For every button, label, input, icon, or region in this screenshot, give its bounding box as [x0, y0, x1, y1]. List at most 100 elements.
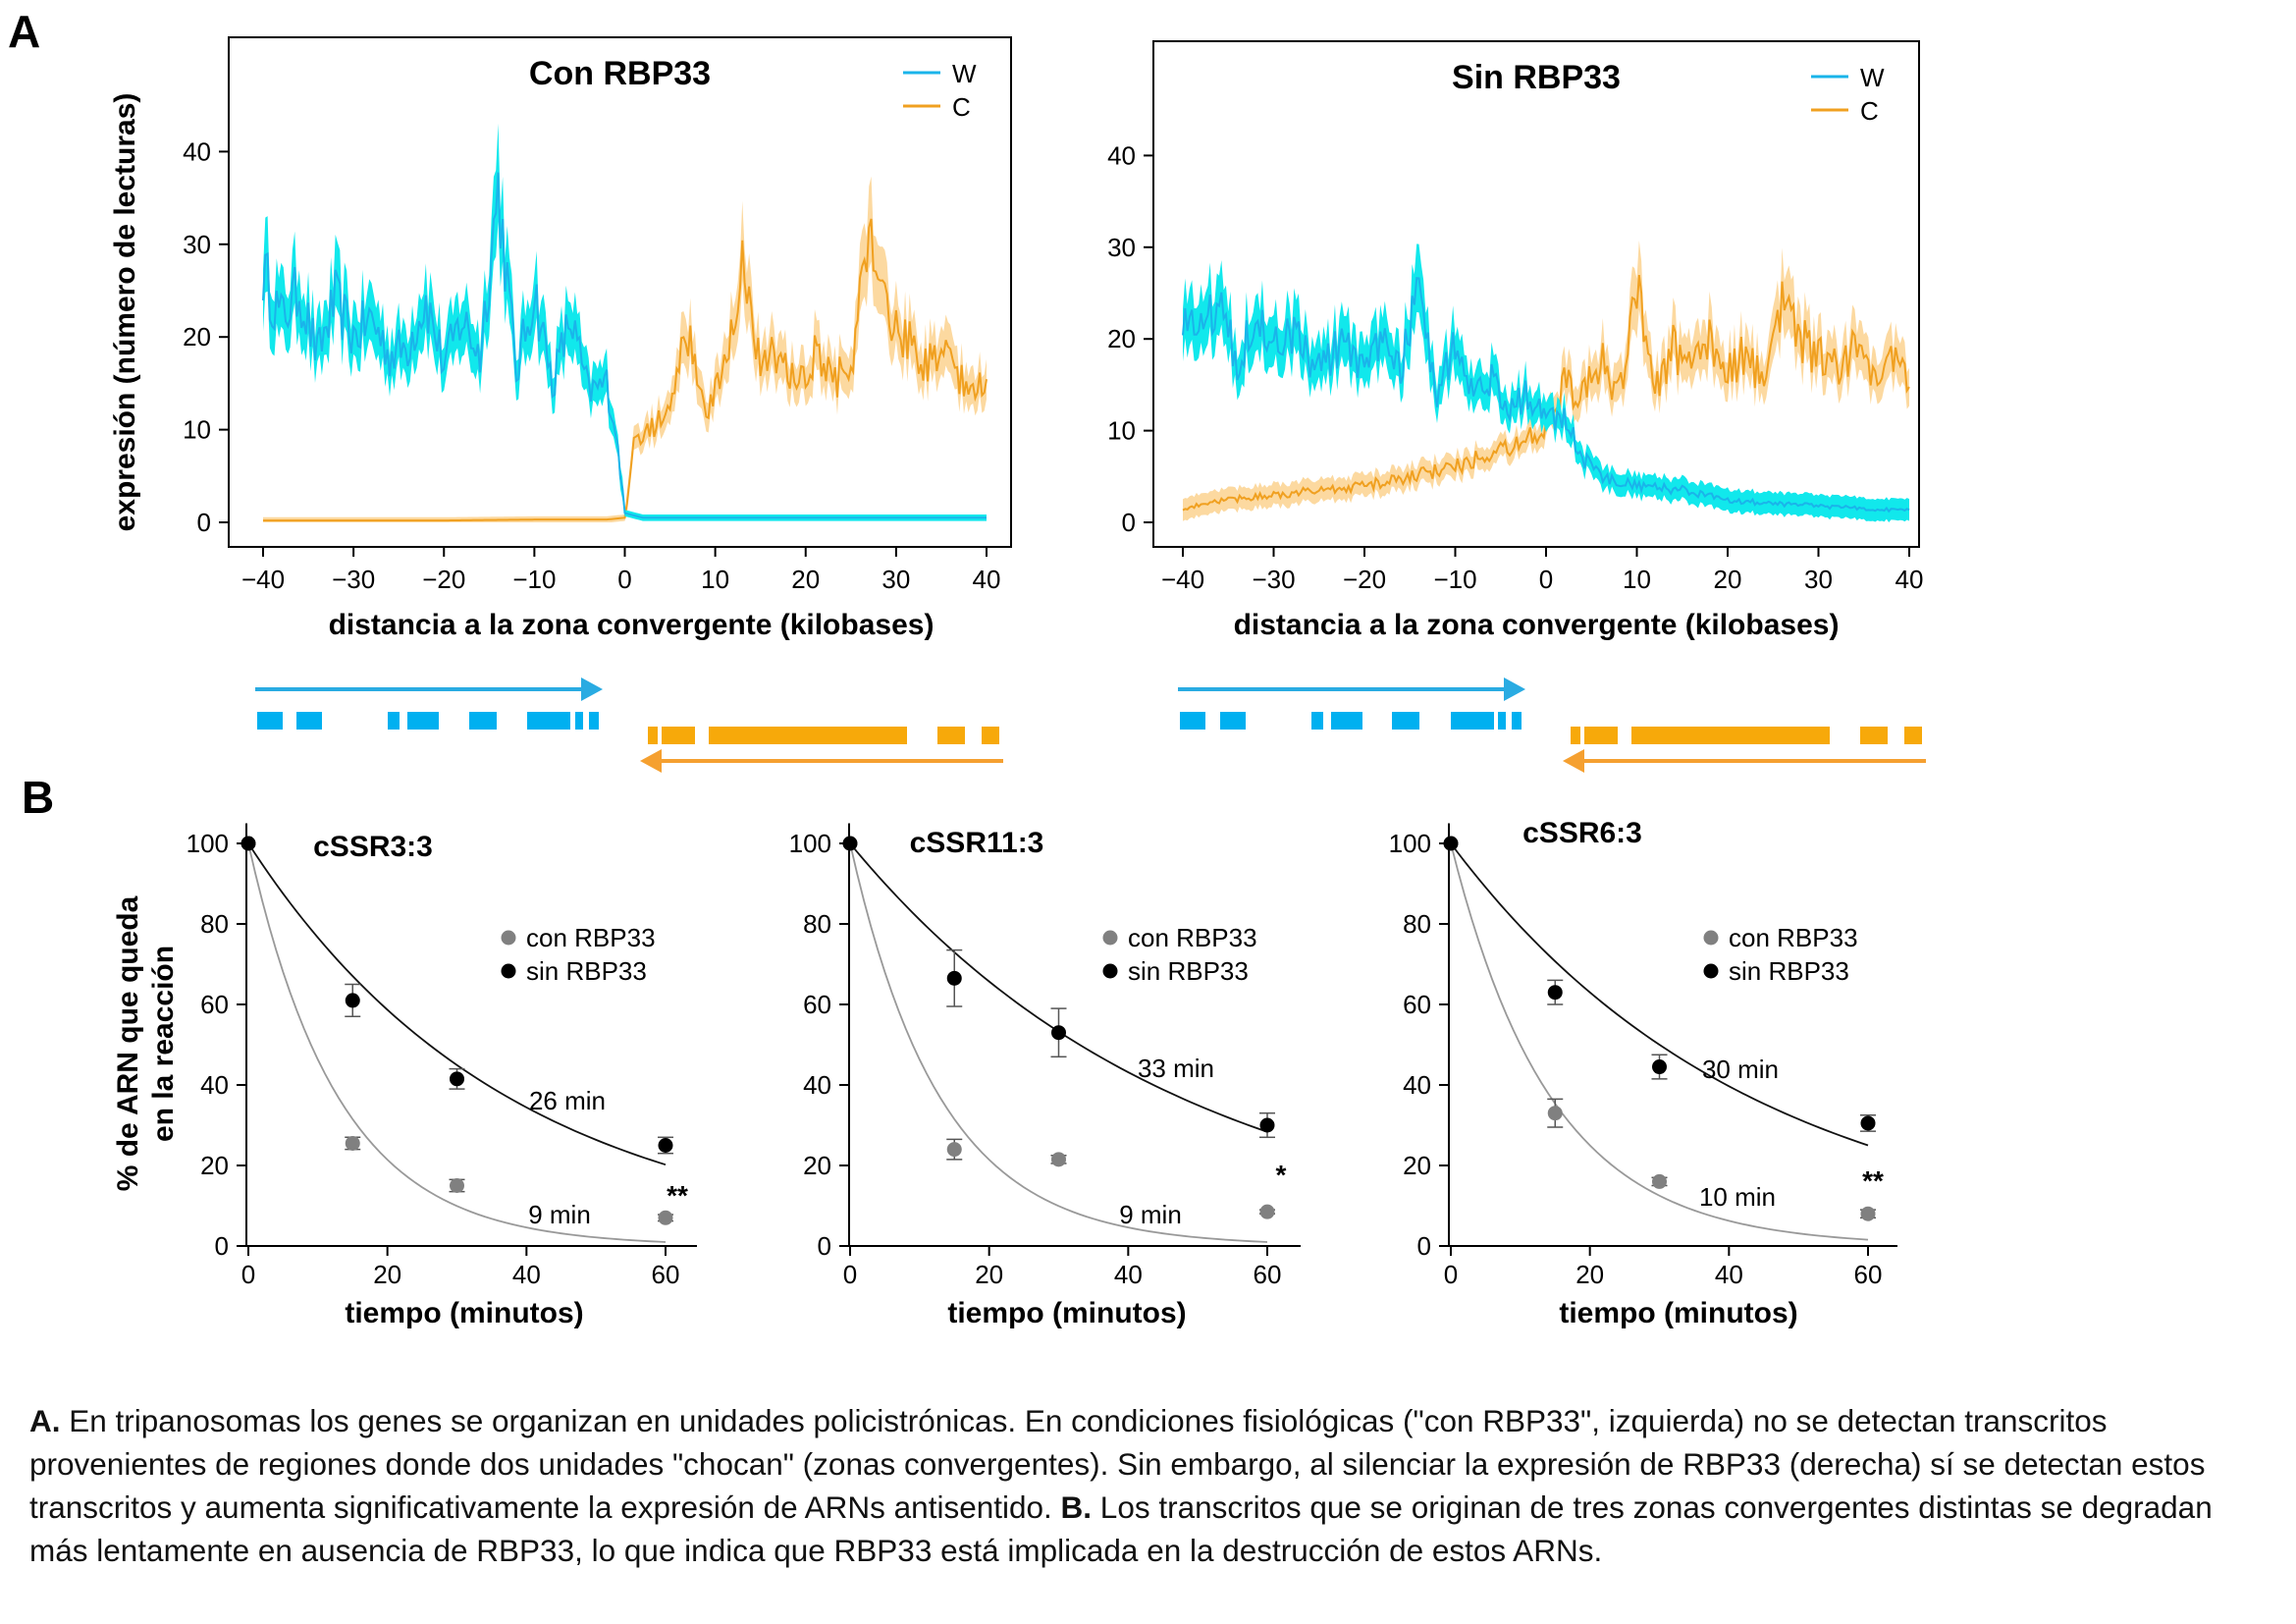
x-tick-label: 60 — [652, 1260, 680, 1289]
y-tick-label: 40 — [803, 1070, 831, 1100]
y-tick-label: 0 — [818, 1231, 831, 1261]
gene-block — [648, 727, 658, 744]
fit-sin-curve — [849, 842, 1268, 1133]
chart-title: Con RBP33 — [529, 55, 711, 92]
gene-block — [527, 712, 570, 730]
y-tick-label: 40 — [1403, 1070, 1431, 1100]
a-left-x-axis-title: distancia a la zona convergente (kilobas… — [329, 609, 934, 641]
fit-con-curve — [247, 842, 667, 1243]
chart-a2: −40 −30 −20 −10 0 10 20 30 40 0 10 20 30 40 Sin RBP33 W… — [1107, 40, 1923, 594]
chart-a1: −40 −30 −20 −10 0 10 20 30 40 0 10 20 30 40 Con RBP33 W… — [183, 36, 1012, 594]
point-sin — [240, 836, 256, 851]
x-tick-label: −20 — [422, 565, 465, 594]
x-tick-label: 0 — [1444, 1260, 1458, 1289]
point-con — [1547, 1106, 1563, 1121]
half-life-sin-label: 33 min — [1138, 1054, 1214, 1083]
gene-block — [1512, 712, 1522, 730]
chart-title: Sin RBP33 — [1452, 59, 1621, 96]
caption-b-text: Los transcritos que se originan de tres … — [29, 1489, 2213, 1568]
x-tick-label: −30 — [332, 565, 375, 594]
fit-con-curve — [1450, 842, 1869, 1241]
y-tick-label: 60 — [803, 990, 831, 1019]
y-tick-label: 20 — [200, 1151, 229, 1180]
y-tick-label: 20 — [803, 1151, 831, 1180]
y-tick-label: 20 — [1403, 1151, 1431, 1180]
x-tick-label: 0 — [617, 565, 631, 594]
x-tick-label: 40 — [512, 1260, 541, 1289]
gene-block — [1451, 712, 1494, 730]
gene-block — [937, 727, 965, 744]
point-sin — [842, 836, 858, 851]
b-y-axis-title-line2: en la reacción — [147, 946, 180, 1142]
y-tick-label: 0 — [1122, 508, 1136, 537]
y-tick-label: 20 — [1107, 324, 1136, 353]
point-sin — [1547, 985, 1563, 1001]
plot-frame — [228, 36, 1012, 548]
point-con — [946, 1142, 962, 1158]
series-w-line — [262, 172, 987, 519]
y-tick-label: 100 — [789, 829, 831, 858]
y-tick-label: 30 — [183, 230, 211, 259]
point-con — [658, 1210, 673, 1225]
chart-b3: 0 20 40 60 0 20 40 60 80 100 cSSR6:3 30 min 10 min **… — [1389, 817, 1897, 1289]
y-tick-label: 20 — [183, 322, 211, 352]
y-tick-label: 10 — [1107, 416, 1136, 446]
legend-c-label: C — [1860, 96, 1879, 126]
gene-block — [1392, 712, 1419, 730]
legend-w-label: W — [952, 59, 977, 88]
sense-arrowhead — [581, 677, 603, 701]
half-life-con-label: 10 min — [1699, 1182, 1776, 1212]
x-tick-label: −10 — [1433, 565, 1476, 594]
gene-block — [1311, 712, 1323, 730]
gene-block — [575, 712, 583, 730]
gene-track-left — [255, 677, 1003, 773]
plot-frame — [1152, 40, 1920, 548]
point-sin — [1443, 836, 1459, 851]
fit-sin-curve — [1450, 842, 1869, 1147]
x-tick-label: 10 — [1623, 565, 1651, 594]
antisense-arrowhead — [640, 749, 662, 773]
y-tick-label: 0 — [1417, 1231, 1431, 1261]
half-life-con-label: 9 min — [528, 1200, 591, 1229]
point-con — [1652, 1173, 1667, 1189]
gene-block — [1220, 712, 1246, 730]
half-life-sin-label: 26 min — [529, 1086, 606, 1115]
half-life-sin-label: 30 min — [1702, 1055, 1779, 1084]
x-tick-label: 0 — [241, 1260, 255, 1289]
fit-sin-curve — [247, 842, 667, 1166]
chart-title: cSSR6:3 — [1522, 817, 1642, 849]
x-tick-label: −30 — [1252, 565, 1295, 594]
charts-layer: −40 −30 −20 −10 0 10 20 30 40 0 10 20 30 40 Con RBP33 W… — [183, 36, 1923, 1289]
point-sin — [450, 1071, 464, 1087]
significance-mark: * — [1276, 1160, 1287, 1190]
gene-block — [296, 712, 322, 730]
a-right-x-axis-title: distancia a la zona convergente (kilobas… — [1234, 609, 1840, 641]
y-tick-label: 30 — [1107, 233, 1136, 262]
legend-w-label: W — [1860, 63, 1885, 92]
y-tick-label: 40 — [183, 136, 211, 166]
gene-block — [1498, 712, 1506, 730]
x-tick-label: 20 — [1575, 1260, 1604, 1289]
legend-con-label: con RBP33 — [1729, 923, 1858, 952]
gene-block — [1180, 712, 1205, 730]
gene-block — [1584, 727, 1618, 744]
sense-arrowhead — [1504, 677, 1525, 701]
x-tick-label: 30 — [1804, 565, 1833, 594]
panel-label-b: B — [22, 772, 54, 823]
y-tick-label: 80 — [200, 909, 229, 939]
point-sin — [1860, 1115, 1876, 1131]
b2-x-axis-title: tiempo (minutos) — [947, 1297, 1186, 1329]
x-tick-label: 20 — [1714, 565, 1742, 594]
legend-sin-marker — [501, 963, 516, 979]
half-life-con-label: 9 min — [1119, 1200, 1182, 1229]
legend-c-label: C — [952, 92, 971, 122]
x-tick-label: 0 — [1539, 565, 1553, 594]
x-tick-label: 20 — [373, 1260, 401, 1289]
y-tick-label: 80 — [803, 909, 831, 939]
x-tick-label: −10 — [512, 565, 556, 594]
y-tick-label: 60 — [1403, 990, 1431, 1019]
series-c-line — [263, 218, 988, 522]
gene-block — [589, 712, 599, 730]
series-w-band — [263, 123, 987, 521]
gene-block — [1331, 712, 1362, 730]
